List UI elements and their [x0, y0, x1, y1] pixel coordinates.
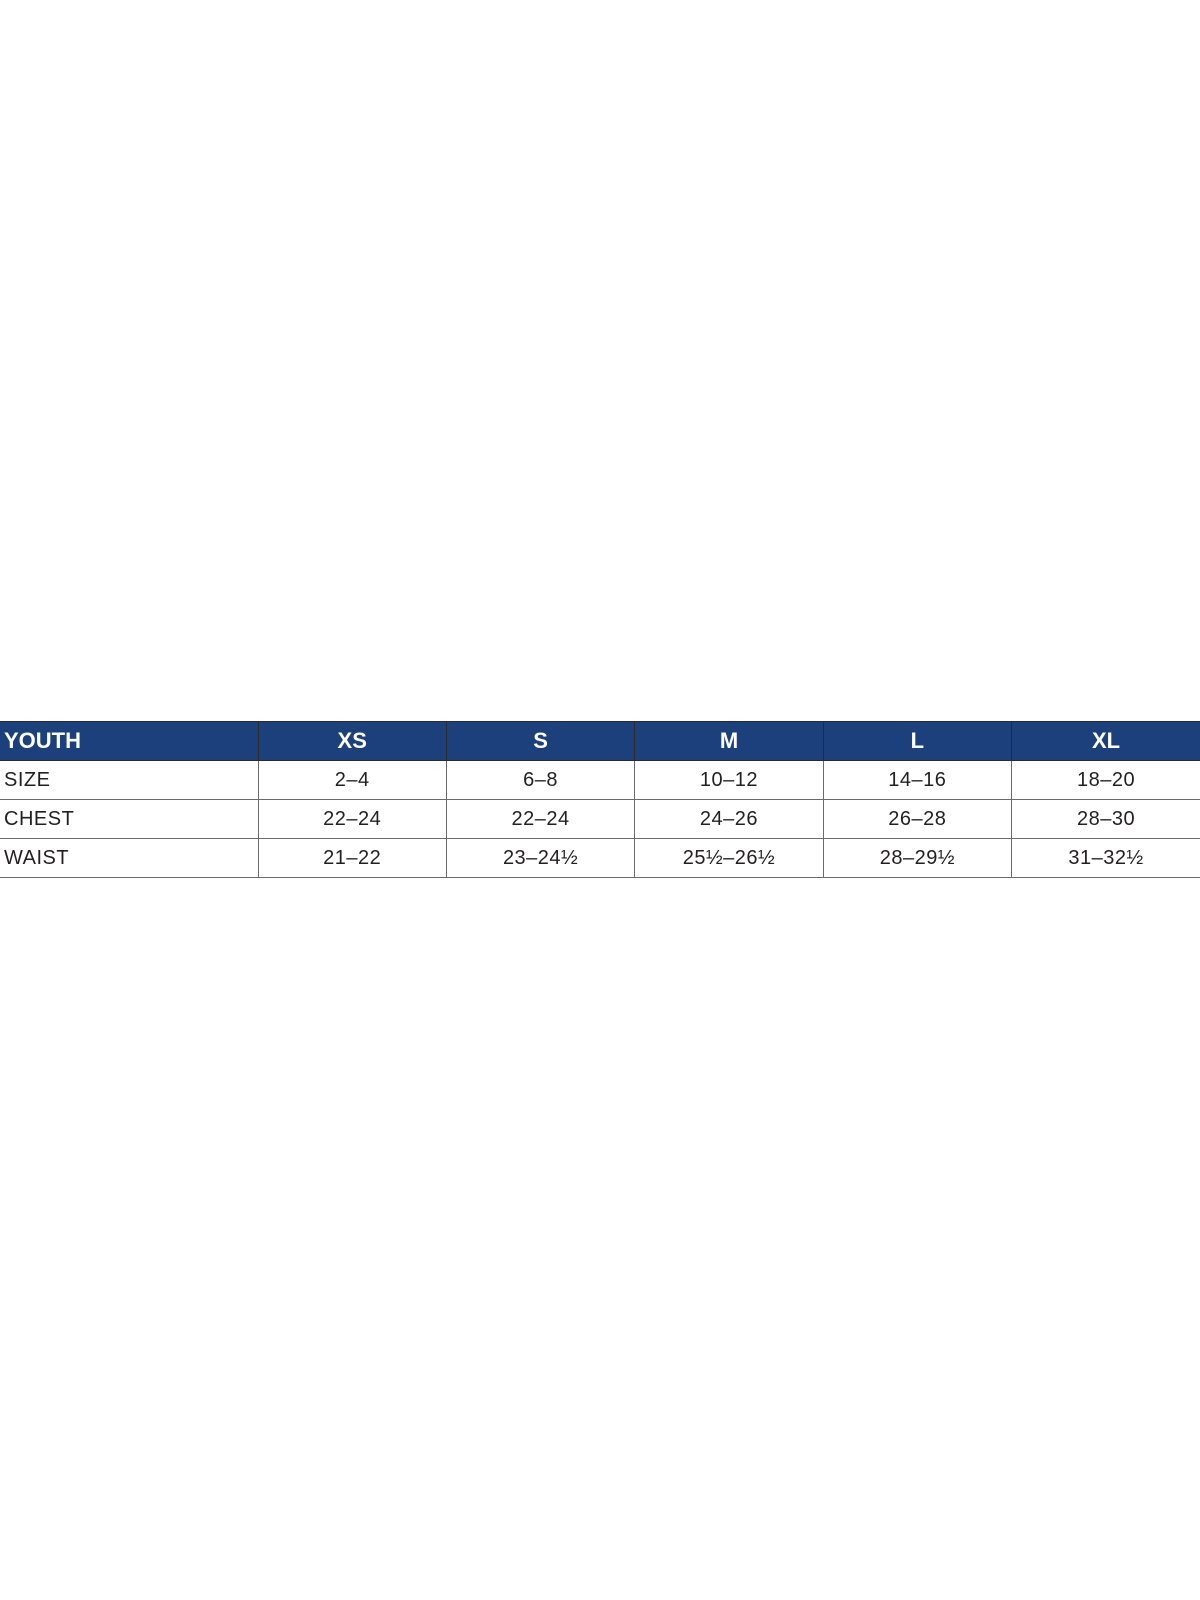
table-row-size: SIZE 2–4 6–8 10–12 14–16 18–20: [0, 760, 1200, 800]
header-l: L: [822, 721, 1013, 761]
header-row: YOUTH XS S M L XL: [0, 721, 1200, 761]
table-cell: 28–30: [1011, 799, 1200, 839]
row-label: CHEST: [0, 799, 259, 839]
table-cell: 6–8: [445, 760, 636, 800]
table-cell: 25½–26½: [634, 838, 824, 878]
header-s: S: [445, 721, 636, 761]
table-cell: 22–24: [257, 799, 447, 839]
header-xs: XS: [257, 721, 447, 761]
table-row-waist: WAIST 21–22 23–24½ 25½–26½ 28–29½ 31–32½: [0, 838, 1200, 878]
table-cell: 28–29½: [822, 838, 1013, 878]
table-cell: 23–24½: [445, 838, 636, 878]
header-xl: XL: [1011, 721, 1200, 761]
table-cell: 26–28: [822, 799, 1013, 839]
table-row-chest: CHEST 22–24 22–24 24–26 26–28 28–30: [0, 799, 1200, 839]
table-cell: 18–20: [1011, 760, 1200, 800]
table-cell: 31–32½: [1011, 838, 1200, 878]
row-label: SIZE: [0, 760, 259, 800]
row-label: WAIST: [0, 838, 259, 878]
table-cell: 10–12: [634, 760, 824, 800]
table-cell: 2–4: [257, 760, 447, 800]
table-cell: 22–24: [445, 799, 636, 839]
table-cell: 21–22: [257, 838, 447, 878]
table-cell: 14–16: [822, 760, 1013, 800]
table-cell: 24–26: [634, 799, 824, 839]
header-youth: YOUTH: [0, 721, 259, 761]
header-m: M: [634, 721, 824, 761]
size-chart-table: YOUTH XS S M L XL SIZE 2–4 6–8 10–12 14–…: [0, 721, 1200, 878]
